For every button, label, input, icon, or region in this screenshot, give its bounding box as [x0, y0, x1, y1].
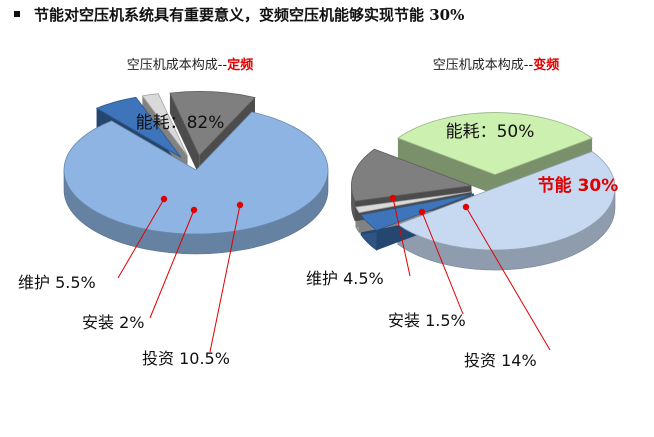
pie1-slice-install — [355, 191, 473, 214]
pie0-slice-maintenance — [95, 96, 182, 158]
pie1-label-install-dot — [418, 208, 426, 216]
bullet-icon — [14, 11, 20, 17]
chart-title-fixed: 空压机成本构成--定频 — [127, 57, 253, 73]
pie0-slice-investment — [169, 91, 256, 157]
pie0-slice-investment-wall — [169, 93, 200, 176]
pie1-label-investment: 投资 14% — [464, 351, 537, 370]
chart-title-variable: 空压机成本构成--变频 — [433, 57, 559, 73]
pie1-label-install: 安装 1.5% — [388, 311, 466, 330]
pie1-slice-investment — [351, 148, 472, 202]
pie1-label-maintenance-leader — [392, 197, 411, 277]
pie1-label-install-leader — [421, 211, 464, 315]
pie1-slice-saving-wall — [397, 138, 495, 195]
pie1-slice-energy — [397, 151, 616, 251]
pie0-label-install-dot — [190, 206, 198, 214]
pie1-slice-saving — [397, 112, 593, 175]
pie0-slice-install — [141, 93, 188, 157]
slide-heading: 节能对空压机系统具有重要意义，变频空压机能够实现节能 30% — [14, 4, 464, 25]
pie1-label-energy: 能耗：50% — [446, 122, 535, 142]
pie1-label-investment-leader — [465, 206, 551, 351]
pie0-label-energy: 能耗：82% — [136, 113, 225, 133]
pie-fixed-frequency: 能耗：82% 维护 5.5% 安装 2% 投资 10.5% — [18, 91, 329, 368]
heading-text: 节能对空压机系统具有重要意义，变频空压机能够实现节能 30% — [34, 6, 465, 24]
pie0-label-investment-leader — [209, 204, 241, 353]
pie1-label-investment-dot — [462, 203, 470, 211]
pie0-slice-energy — [63, 111, 329, 235]
pie0-label-maintenance: 维护 5.5% — [18, 273, 96, 292]
pie0-label-maintenance-dot — [160, 195, 168, 203]
pie0-label-install: 安装 2% — [82, 313, 144, 332]
pie0-label-investment-dot — [236, 201, 244, 209]
pie0-label-maintenance-leader — [117, 198, 165, 279]
pie0-label-investment: 投资 10.5% — [142, 349, 230, 368]
pie1-label-maintenance-dot — [389, 194, 397, 202]
pie1-label-maintenance: 维护 4.5% — [306, 269, 384, 288]
pie-variable-frequency: 能耗：50% 维护 4.5% 安装 1.5% 投资 14% 节能 30% — [306, 112, 619, 370]
pie1-label-saving: 节能 30% — [538, 175, 619, 196]
pie1-slice-maintenance — [360, 193, 474, 231]
pie0-label-install-leader — [149, 209, 195, 319]
